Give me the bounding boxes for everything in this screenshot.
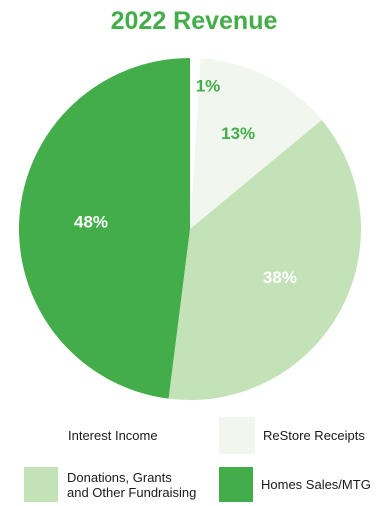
legend-label-donations-grants: Donations, Grants and Other Fundraising <box>67 469 197 500</box>
pie-label-restore-receipts: 13% <box>221 124 255 143</box>
pie-label-donations-grants-and-other-fundraising: 38% <box>263 268 297 287</box>
pie-slice-restore-receipts <box>190 58 322 229</box>
legend-label-interest-income: Interest Income <box>68 428 158 443</box>
pie-slices <box>18 58 362 401</box>
legend-item-donations-grants: Donations, Grants and Other Fundraising <box>24 467 196 502</box>
legend-label-homes-sales: Homes Sales/MTG <box>261 477 371 492</box>
pie-labels: 1% 13% 38% 48% <box>74 76 297 286</box>
legend-swatch-homes-sales <box>219 467 253 502</box>
legend-item-restore-receipts: ReStore Receipts <box>219 417 365 454</box>
pie-slice-homes-sales-mtg <box>18 58 190 399</box>
pie-slice-interest-income <box>190 58 201 229</box>
legend-swatch-donations-grants <box>24 467 58 502</box>
pie-label-homes-sales-mtg: 48% <box>74 212 108 231</box>
legend-label-restore-receipts: ReStore Receipts <box>263 428 365 443</box>
pie-label-interest-income: 1% <box>196 76 221 95</box>
pie-chart: 1% 13% 38% 48% <box>18 58 362 401</box>
legend-swatch-restore-receipts <box>219 417 255 454</box>
legend-item-homes-sales: Homes Sales/MTG <box>219 467 371 502</box>
pie-slice-donations-grants-and-other-fundraising <box>168 120 362 401</box>
chart-title: 2022 Revenue <box>110 7 278 35</box>
legend-item-interest-income: Interest Income <box>68 428 158 443</box>
